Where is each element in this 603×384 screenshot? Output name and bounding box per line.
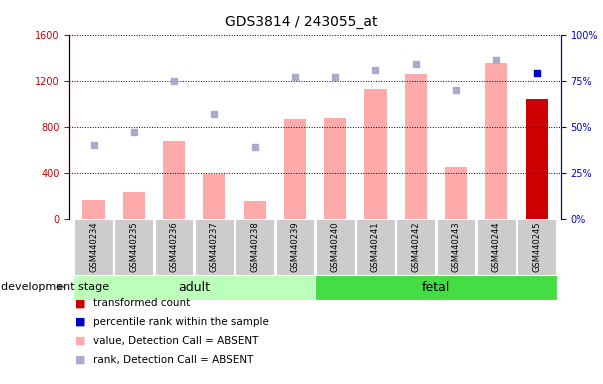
Text: GDS3814 / 243055_at: GDS3814 / 243055_at [226, 15, 377, 29]
Bar [123, 192, 145, 219]
Point [290, 74, 300, 80]
Text: GSM440244: GSM440244 [492, 222, 501, 272]
Bar [74, 275, 315, 300]
Text: GSM440238: GSM440238 [250, 221, 259, 272]
Text: ■: ■ [75, 317, 86, 327]
Point [371, 66, 380, 73]
Bar [284, 119, 306, 219]
Bar [445, 167, 467, 219]
Point [491, 57, 501, 63]
Bar [276, 219, 314, 275]
Bar [74, 219, 113, 275]
Text: GSM440236: GSM440236 [169, 221, 178, 272]
Point [330, 74, 340, 80]
Text: GSM440237: GSM440237 [210, 221, 219, 272]
Bar [437, 219, 475, 275]
Bar [203, 174, 226, 219]
Bar [115, 219, 153, 275]
Text: GSM440245: GSM440245 [532, 222, 541, 272]
Point [89, 142, 98, 148]
Point [532, 70, 541, 76]
Text: transformed count: transformed count [93, 298, 191, 308]
Text: ■: ■ [75, 298, 86, 308]
Bar [195, 219, 234, 275]
Point [209, 111, 219, 117]
Text: development stage: development stage [1, 282, 109, 292]
Bar [517, 219, 556, 275]
Text: adult: adult [178, 281, 210, 293]
Bar [83, 200, 104, 219]
Text: rank, Detection Call = ABSENT: rank, Detection Call = ABSENT [93, 355, 254, 365]
Bar [405, 74, 427, 219]
Point [250, 144, 259, 150]
Bar [163, 141, 185, 219]
Point [169, 78, 179, 84]
Bar [316, 219, 355, 275]
Text: GSM440242: GSM440242 [411, 222, 420, 272]
Bar [356, 219, 395, 275]
Point [129, 129, 139, 135]
Text: GSM440243: GSM440243 [452, 222, 461, 272]
Point [451, 87, 461, 93]
Bar [155, 219, 194, 275]
Bar [485, 63, 507, 219]
Bar [477, 219, 516, 275]
Text: GSM440234: GSM440234 [89, 222, 98, 272]
Point [411, 61, 421, 67]
Bar [315, 275, 557, 300]
Text: ■: ■ [75, 336, 86, 346]
Text: GSM440240: GSM440240 [330, 222, 339, 272]
Text: GSM440241: GSM440241 [371, 222, 380, 272]
Text: GSM440235: GSM440235 [129, 222, 138, 272]
Text: fetal: fetal [421, 281, 450, 293]
Text: ■: ■ [75, 355, 86, 365]
Bar [364, 89, 387, 219]
Text: percentile rank within the sample: percentile rank within the sample [93, 317, 270, 327]
Bar [324, 118, 346, 219]
Bar [396, 219, 435, 275]
Bar [244, 201, 266, 219]
Text: GSM440239: GSM440239 [291, 222, 300, 272]
Bar [526, 99, 548, 219]
Text: value, Detection Call = ABSENT: value, Detection Call = ABSENT [93, 336, 259, 346]
Bar [235, 219, 274, 275]
